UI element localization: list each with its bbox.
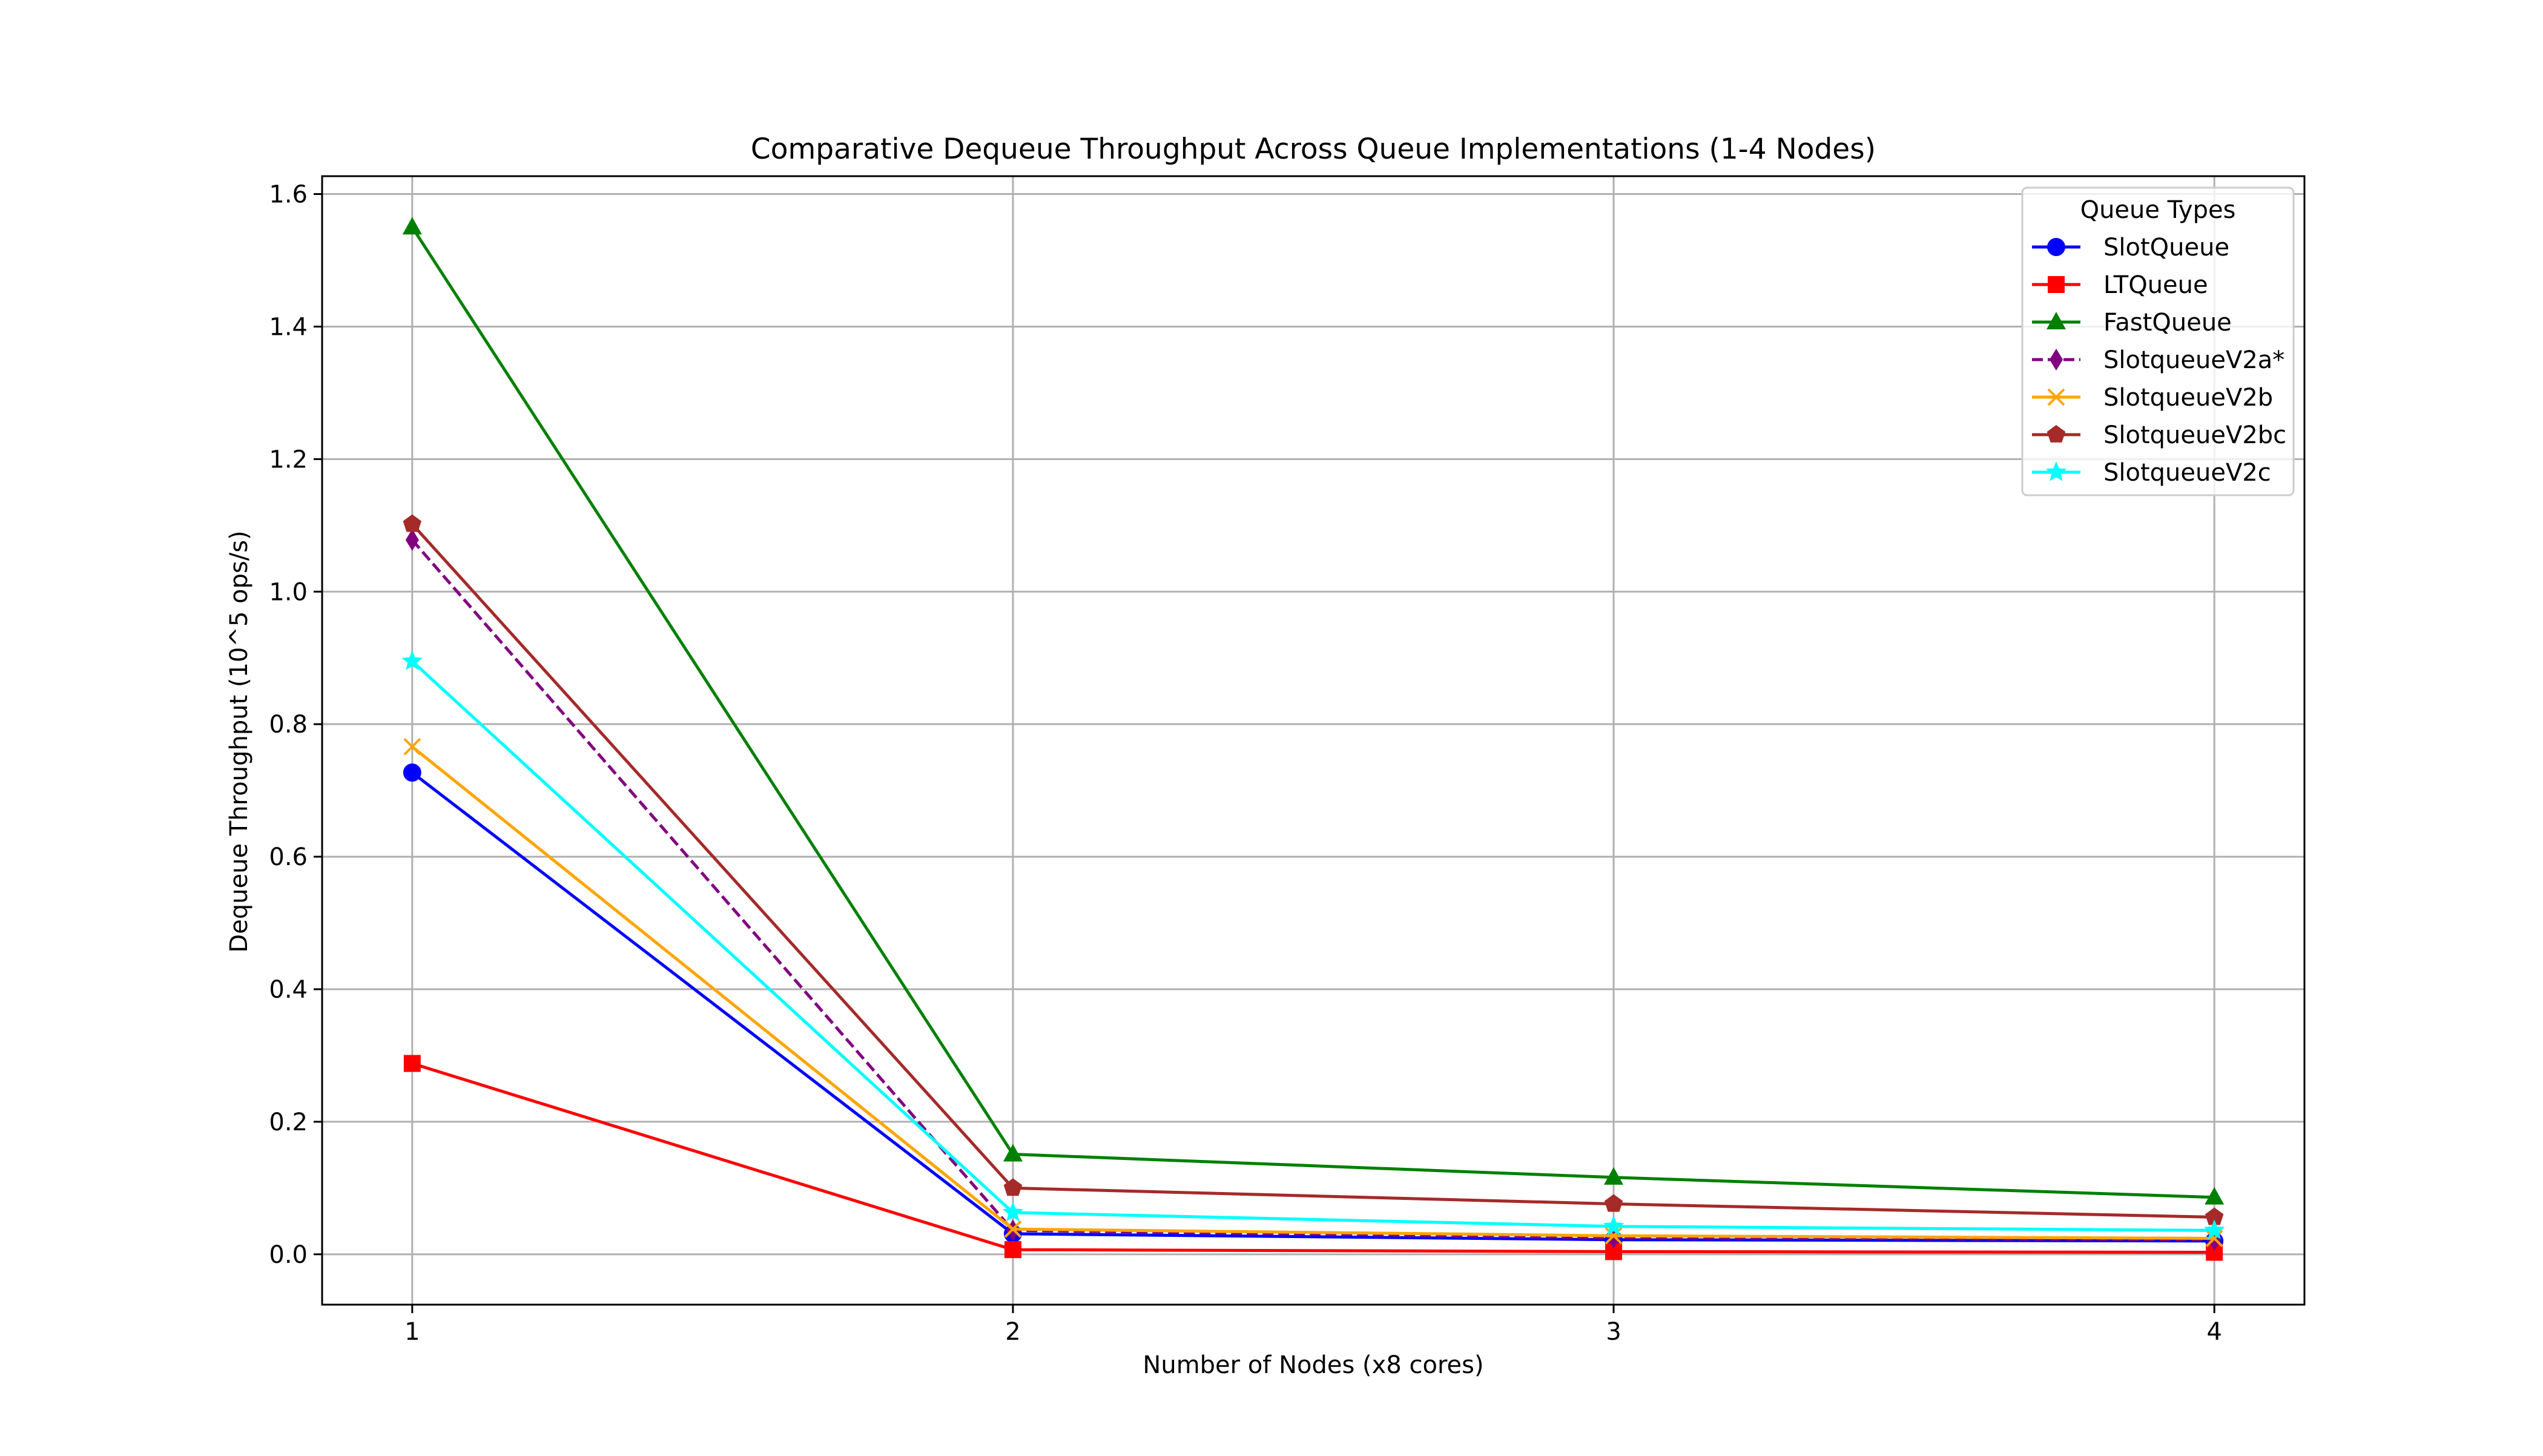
data-point <box>401 650 423 670</box>
legend-label: SlotQueue <box>2103 234 2229 262</box>
legend-item: SlotqueueV2b <box>2032 384 2273 412</box>
data-point <box>1004 1241 1021 1259</box>
y-tick-label: 0.6 <box>269 843 308 871</box>
data-point <box>1605 1227 1623 1245</box>
data-point <box>403 737 421 756</box>
legend-item: SlotQueue <box>2032 234 2229 262</box>
legend: Queue Types SlotQueue LTQueue FastQueue Slot… <box>2021 186 2295 496</box>
data-point <box>402 217 422 235</box>
y-tick-label: 0.2 <box>269 1108 308 1136</box>
y-tick-label: 1.0 <box>269 578 308 606</box>
legend-marker <box>2047 312 2066 329</box>
data-point <box>1603 1215 1624 1236</box>
x-tick-label: 4 <box>2206 1318 2221 1346</box>
y-tick-label: 1.4 <box>269 313 308 341</box>
legend-marker <box>2047 425 2066 443</box>
legend-label: SlotqueueV2bc <box>2103 421 2286 449</box>
x-tick-label: 1 <box>404 1318 420 1346</box>
series-line <box>411 660 2215 1232</box>
legend-label: LTQueue <box>2103 271 2208 299</box>
data-point <box>1003 1144 1023 1162</box>
data-point <box>2205 1187 2225 1205</box>
grid <box>322 176 2304 1305</box>
series-line <box>411 522 2215 1219</box>
legend-item: SlotqueueV2bc <box>2032 421 2286 449</box>
series-slotqueuev2b <box>403 737 2223 1247</box>
legend-box <box>2021 186 2295 496</box>
series-ltqueue <box>403 1055 2223 1261</box>
data-point <box>2205 1207 2224 1225</box>
data-point <box>403 514 421 532</box>
series-slotqueuev2c <box>401 650 2225 1239</box>
data-point <box>405 529 419 551</box>
legend-item: SlotqueueV2a* <box>2032 346 2284 374</box>
series-fastqueue <box>402 217 2225 1205</box>
legend-title: Queue Types <box>2080 196 2236 224</box>
y-tick-label: 0.0 <box>269 1241 308 1269</box>
x-axis-label: Number of Nodes (x8 cores) <box>1143 1351 1483 1379</box>
data-point <box>1004 1220 1022 1238</box>
series-line <box>411 226 2215 1199</box>
series-line <box>411 771 2215 1243</box>
legend-label: SlotqueueV2c <box>2103 459 2271 487</box>
data-point <box>1604 1167 1624 1185</box>
series-line <box>411 745 2215 1240</box>
y-tick-label: 0.4 <box>269 976 308 1004</box>
legend-label: FastQueue <box>2103 309 2232 337</box>
data-point <box>1002 1201 1024 1222</box>
legend-marker <box>2047 388 2065 406</box>
series-slotqueue <box>403 763 2224 1250</box>
chart-title: Comparative Dequeue Throughput Across Qu… <box>751 133 1876 166</box>
y-axis-label: Dequeue Throughput (10^5 ops/s) <box>225 530 253 952</box>
series-line <box>412 1062 2215 1254</box>
legend-marker <box>2050 349 2063 371</box>
legend-item: SlotqueueV2c <box>2032 459 2271 487</box>
legend-marker <box>2045 461 2067 481</box>
x-tick-label: 2 <box>1005 1318 1020 1346</box>
legend-label: SlotqueueV2a* <box>2103 346 2284 374</box>
data-point <box>403 1055 421 1072</box>
data-point <box>403 763 421 782</box>
data-point <box>1003 1178 1023 1196</box>
legend-item: FastQueue <box>2032 309 2232 337</box>
data-point <box>1604 1194 1623 1212</box>
legend-item: LTQueue <box>2032 271 2208 299</box>
plot-frame <box>321 175 2306 1306</box>
legend-marker <box>2048 276 2065 293</box>
series-slotqueuev2bc <box>403 514 2224 1225</box>
y-tick-label: 1.6 <box>269 181 308 209</box>
x-tick-label: 3 <box>1606 1318 1621 1346</box>
y-tick-label: 0.8 <box>269 711 308 739</box>
series-line <box>411 539 2215 1242</box>
legend-marker <box>2047 238 2065 256</box>
y-tick-label: 1.2 <box>269 446 308 473</box>
ticks: 1 2 3 4 0.0 0.2 0.4 0.6 0.8 1.0 1.2 1.4 1.6 <box>269 181 2222 1346</box>
data-point <box>2204 1219 2225 1239</box>
data-point <box>2205 1230 2223 1247</box>
legend-label: SlotqueueV2b <box>2103 384 2273 412</box>
series-layer <box>401 217 2225 1261</box>
